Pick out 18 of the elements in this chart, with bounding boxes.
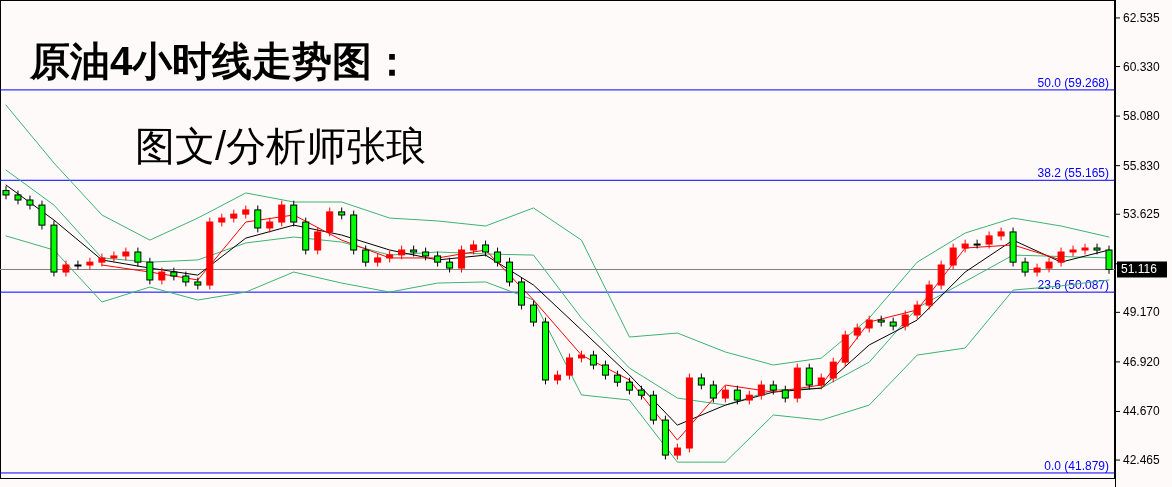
y-tick-label: 42.465 xyxy=(1123,453,1161,468)
line-series xyxy=(5,104,1110,366)
ref-line-label: 23.6 (50.087) xyxy=(1037,278,1109,293)
y-tick-label: 53.625 xyxy=(1123,207,1161,222)
y-tick-label: 62.535 xyxy=(1123,10,1161,25)
line-series xyxy=(5,235,1110,463)
y-tick-label: 44.670 xyxy=(1123,404,1161,419)
y-tick-label: 46.920 xyxy=(1123,354,1161,369)
ref-line-label: 38.2 (55.165) xyxy=(1037,166,1109,181)
ref-line-label: 0.0 (41.879) xyxy=(1044,458,1109,473)
text: 原油4小时线走势图： xyxy=(29,39,413,83)
annotation: 图文/分析师张琅 xyxy=(135,124,427,168)
y-tick-label: 58.080 xyxy=(1123,109,1161,124)
ref-line-label: 50.0 (59.268) xyxy=(1037,75,1109,90)
y-tick-label: 49.170 xyxy=(1123,305,1161,320)
y-tick-label: 60.330 xyxy=(1123,59,1161,74)
y-tick-label: 55.830 xyxy=(1123,158,1161,173)
ref-line-label: 51.116 xyxy=(1121,262,1158,277)
